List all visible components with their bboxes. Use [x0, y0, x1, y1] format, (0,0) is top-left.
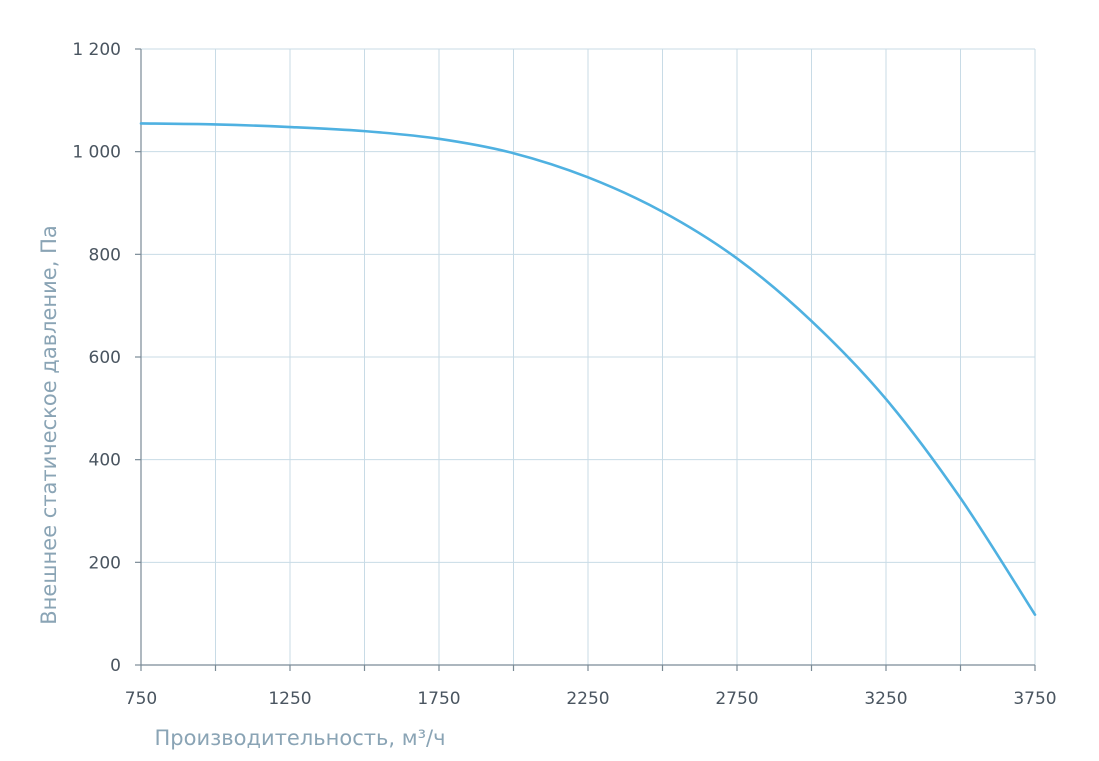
x-tick-label: 750: [125, 689, 157, 709]
y-tick-label: 0: [110, 656, 121, 676]
x-tick-label: 3750: [1013, 689, 1056, 709]
y-tick-label: 1 200: [72, 40, 121, 60]
x-tick-label: 2750: [715, 689, 758, 709]
y-tick-label: 400: [89, 451, 121, 471]
y-tick-label: 1 000: [72, 143, 121, 163]
y-tick-label: 800: [89, 245, 121, 265]
x-tick-label: 2250: [566, 689, 609, 709]
y-tick-label: 600: [89, 348, 121, 368]
axes: [135, 48, 1036, 671]
series: [139, 122, 1037, 616]
x-tick-label: 3250: [864, 689, 907, 709]
x-tick-label: 1750: [417, 689, 460, 709]
series-line: [139, 122, 1037, 616]
x-tick-label: 1250: [268, 689, 311, 709]
x-axis-title: Производительность, м³/ч: [155, 726, 446, 750]
tick-labels: 750 1250 1750 2250 2750 3250 3750 0 200 400 600 800…: [72, 40, 1056, 709]
grid: [141, 48, 1036, 665]
y-tick-label: 200: [89, 553, 121, 573]
y-axis-title: Внешнее статическое давление, Па: [37, 225, 61, 624]
